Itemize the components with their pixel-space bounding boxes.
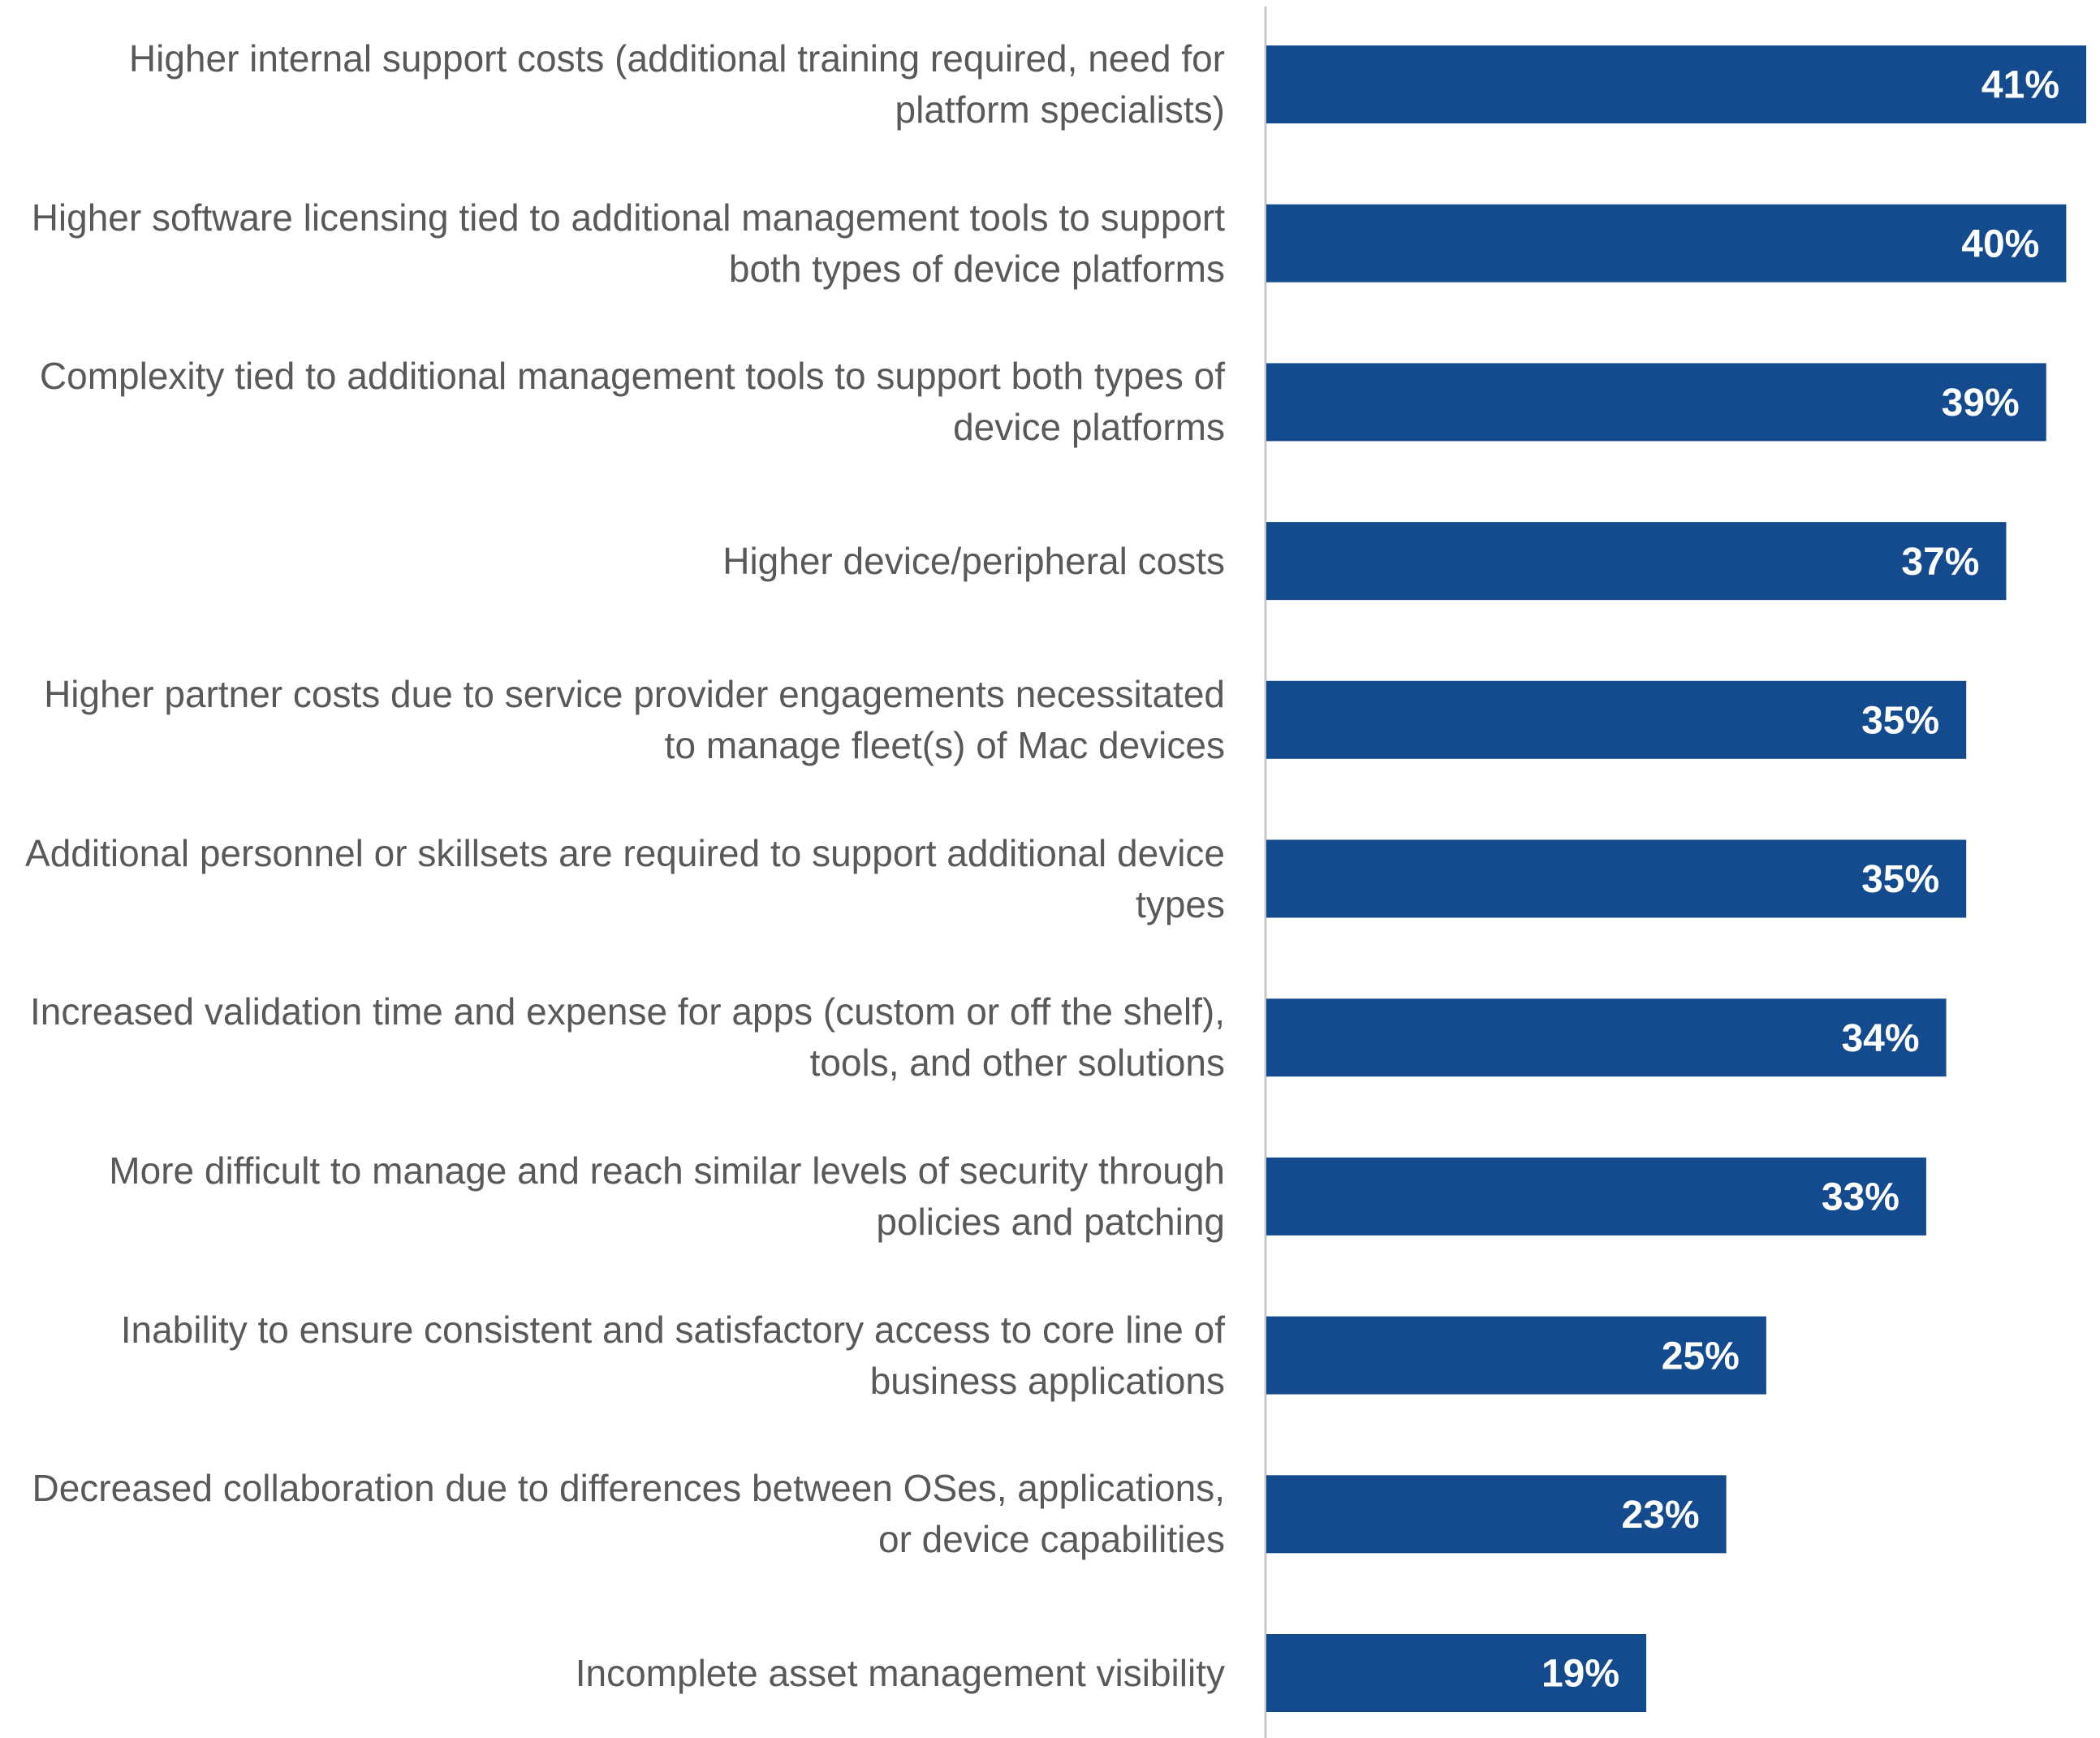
value-label: 37%	[1901, 541, 1979, 584]
bar	[1266, 1316, 1766, 1395]
value-label: 40%	[1961, 222, 2039, 265]
bar	[1266, 839, 1967, 918]
value-label: 41%	[1981, 64, 2059, 107]
category-label: Increased validation time and expense fo…	[30, 990, 1225, 1085]
value-label: 19%	[1542, 1653, 1619, 1696]
bar	[1266, 522, 2007, 601]
category-label: Decreased collaboration due to differenc…	[32, 1467, 1225, 1561]
bar	[1266, 1157, 1926, 1236]
value-label: 35%	[1861, 699, 1939, 742]
category-label: Higher software licensing tied to additi…	[31, 196, 1225, 290]
category-label: More difficult to manage and reach simil…	[109, 1149, 1225, 1243]
bar	[1266, 45, 2086, 123]
category-label: Inability to ensure consistent and satis…	[120, 1308, 1225, 1402]
category-label: Additional personnel or skillsets are re…	[25, 831, 1225, 925]
value-label: 34%	[1841, 1017, 1919, 1060]
bar	[1266, 998, 1947, 1077]
bar	[1266, 680, 1967, 759]
value-label: 23%	[1622, 1494, 1700, 1537]
value-label: 35%	[1861, 858, 1939, 901]
bar	[1266, 204, 2067, 282]
value-label: 33%	[1822, 1176, 1899, 1219]
bar	[1266, 1634, 1647, 1712]
category-label: Higher partner costs due to service prov…	[44, 672, 1225, 766]
category-label: Higher internal support costs (additiona…	[128, 37, 1225, 131]
category-label: Higher device/peripheral costs	[722, 539, 1225, 582]
value-label: 39%	[1942, 382, 2020, 425]
category-label: Incomplete asset management visibility	[575, 1651, 1225, 1694]
bar	[1266, 1475, 1727, 1554]
category-label: Complexity tied to additional management…	[39, 355, 1225, 449]
value-label: 25%	[1662, 1335, 1740, 1378]
bar	[1266, 363, 2046, 442]
